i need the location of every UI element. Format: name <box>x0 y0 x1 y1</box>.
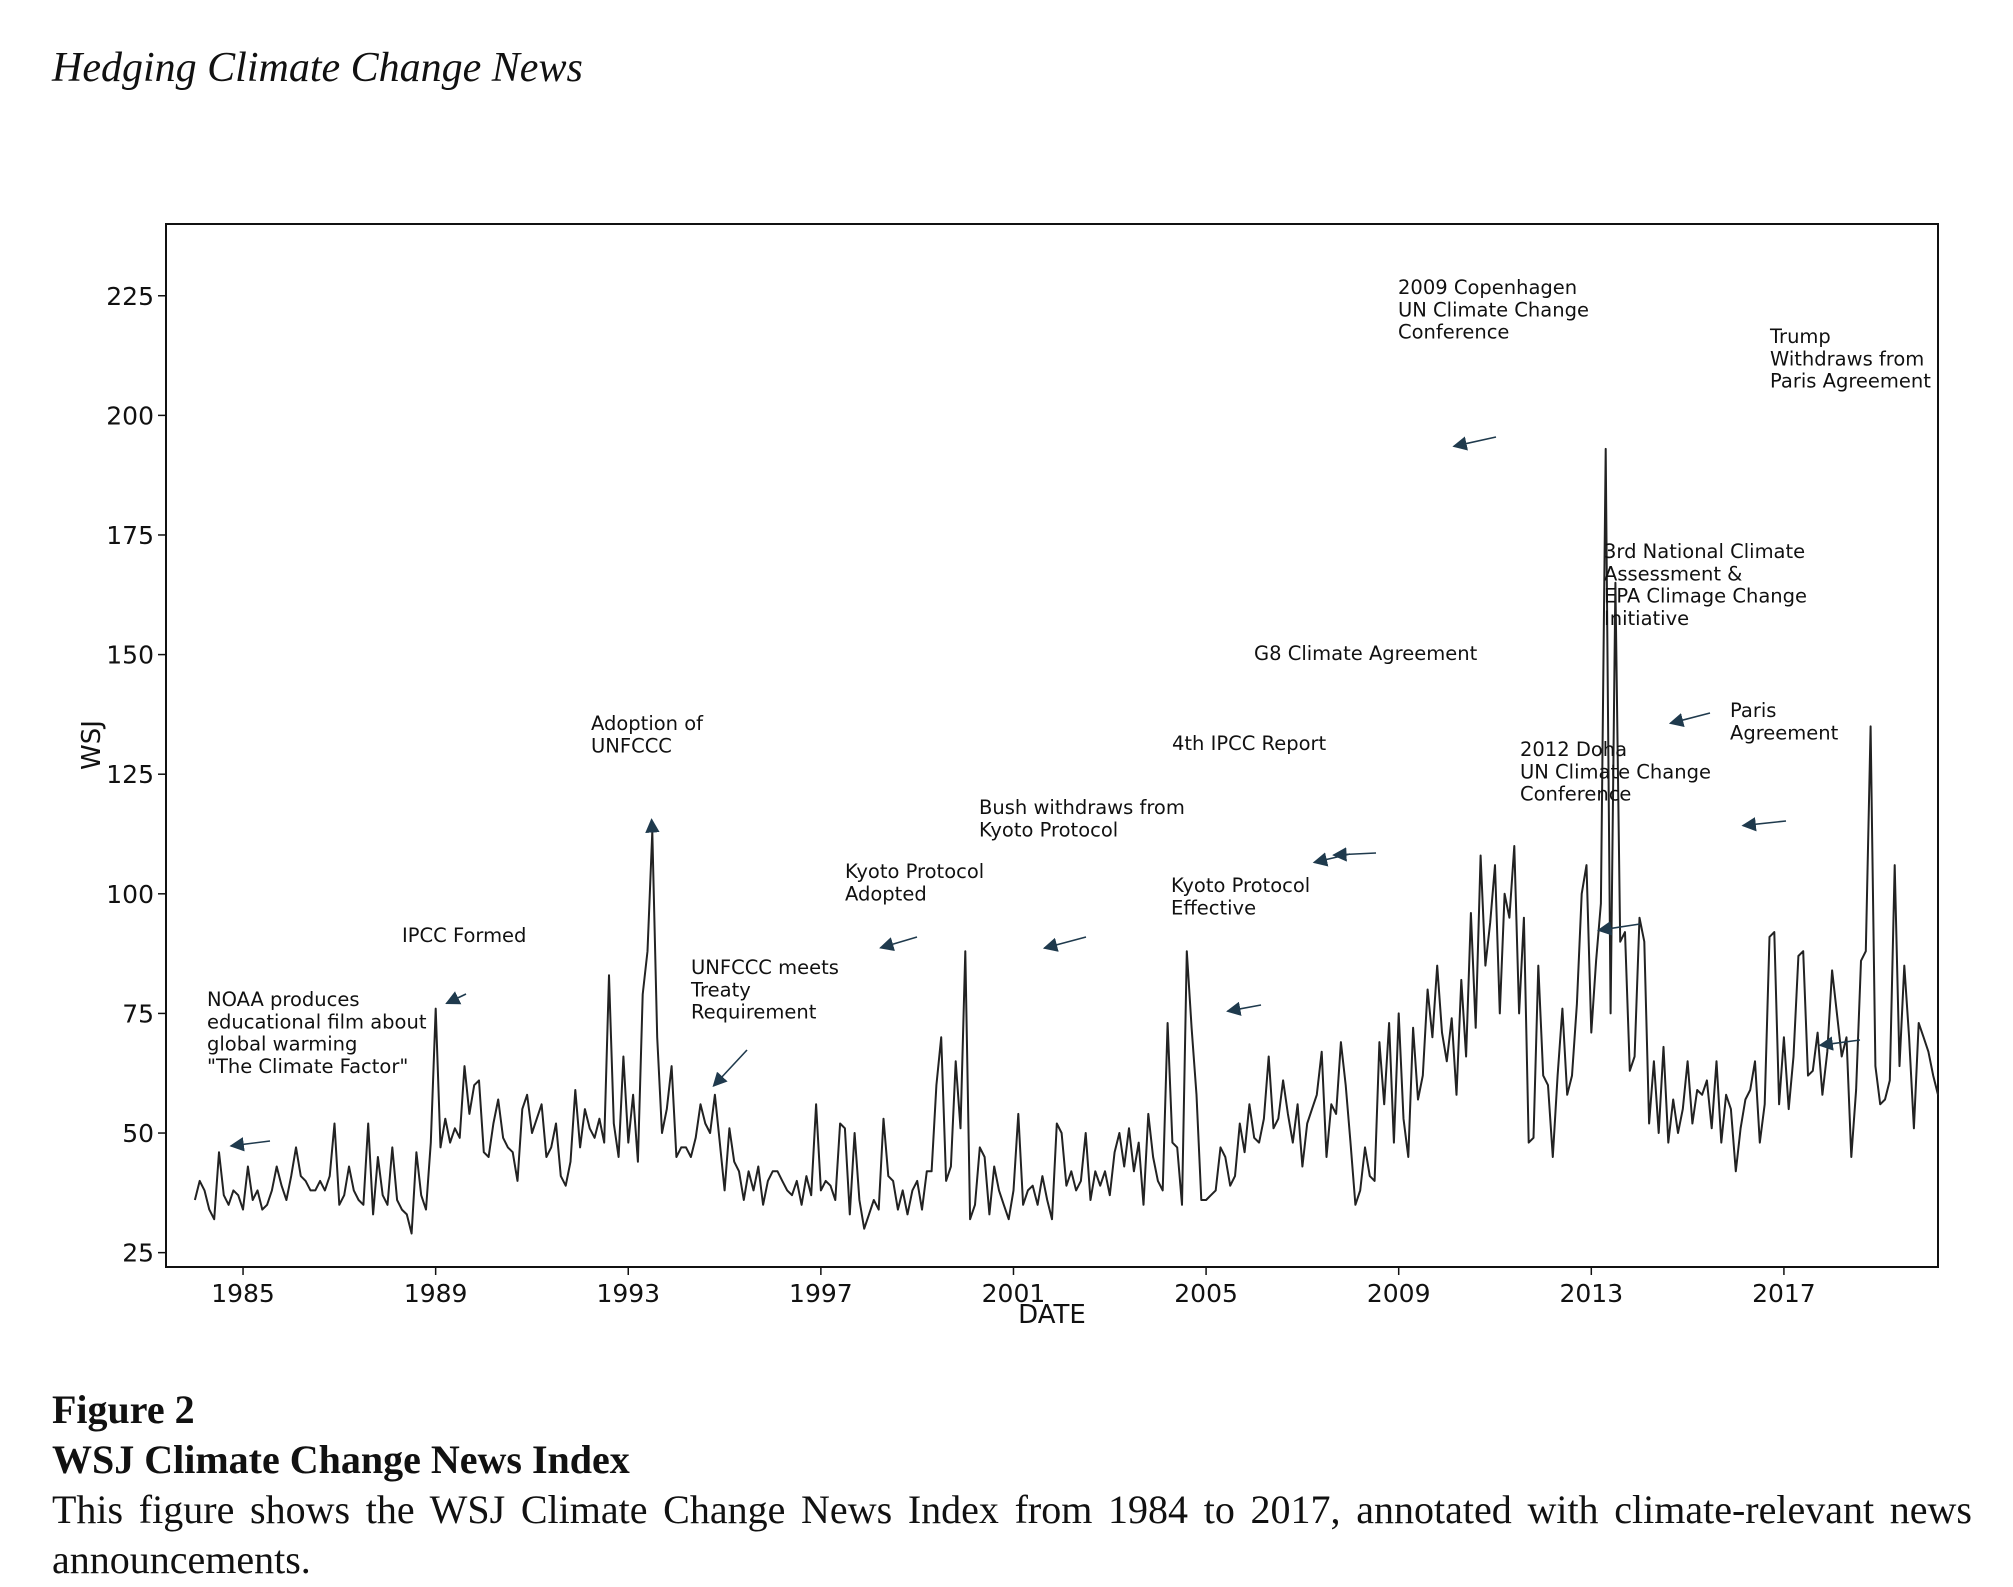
annotation-text: Trump <box>1769 325 1831 348</box>
x-tick-label: 2017 <box>1752 1279 1816 1308</box>
y-tick-label: 200 <box>106 401 154 430</box>
annotation-text: educational film about <box>207 1010 427 1033</box>
y-tick-label: 225 <box>106 282 154 311</box>
annotation-text: EPA Climage Change <box>1604 585 1807 608</box>
annotation-text: Conference <box>1398 321 1509 344</box>
x-axis-label: DATE <box>1018 1300 1086 1330</box>
annotation-arrow <box>445 991 467 1005</box>
annotation: IPCC Formed <box>402 924 526 1005</box>
annotation-text: 3rd National Climate <box>1604 540 1805 563</box>
annotation-text: Assessment & <box>1604 562 1742 585</box>
annotation-text: Conference <box>1520 783 1631 806</box>
annotation-text: UNFCCC <box>591 734 672 757</box>
annotation-text: G8 Climate Agreement <box>1254 642 1478 665</box>
annotation-text: UNFCCC meets <box>691 956 839 979</box>
annotation-text: Adoption of <box>591 712 704 735</box>
y-tick-label: 50 <box>122 1119 154 1148</box>
annotation-arrow <box>1596 921 1641 936</box>
figure-title: WSJ Climate Change News Index <box>52 1437 630 1482</box>
x-tick-label: 2009 <box>1367 1279 1431 1308</box>
annotation-arrow <box>712 1049 748 1088</box>
annotation-arrow <box>1226 1001 1262 1016</box>
series-line-wsj <box>193 447 1939 1235</box>
annotation-arrow <box>1452 436 1497 451</box>
annotation: G8 Climate Agreement <box>1254 642 1478 862</box>
running-header: Hedging Climate Change News <box>52 45 583 91</box>
annotation-text: Requirement <box>691 1001 817 1024</box>
annotation-text: global warming <box>207 1033 357 1056</box>
annotation-text: Treaty <box>690 978 751 1001</box>
annotation-text: Kyoto Protocol <box>1171 874 1310 897</box>
annotation-text: Paris Agreement <box>1770 370 1931 393</box>
annotation-arrow <box>1042 936 1087 952</box>
y-tick-label: 25 <box>122 1239 154 1268</box>
figure-number: Figure 2 <box>52 1387 195 1432</box>
y-tick-label: 125 <box>106 760 154 789</box>
annotation-text: Adopted <box>845 882 927 905</box>
figure-description: This figure shows the WSJ Climate Change… <box>52 1487 1972 1582</box>
annotation-text: Withdraws from <box>1770 347 1924 370</box>
y-tick-label: 150 <box>106 641 154 670</box>
annotation-text: UN Climate Change <box>1398 298 1589 321</box>
y-axis: 25 50 75 100 125 150 175 200 225 <box>106 282 166 1268</box>
x-tick-label: 1997 <box>789 1279 853 1308</box>
annotation-arrow <box>1332 847 1377 862</box>
annotation-arrow <box>1741 817 1787 832</box>
x-axis: 1985 1989 1993 1997 2001 2005 2009 2013 2017 <box>211 1267 1816 1308</box>
annotation-text: 4th IPCC Report <box>1172 732 1327 755</box>
y-tick-label: 175 <box>106 521 154 550</box>
annotation-text: Effective <box>1171 896 1256 919</box>
annotation-text: 2009 Copenhagen <box>1398 276 1577 299</box>
annotation-text: UN Climate Change <box>1520 760 1711 783</box>
annotation-text: Paris <box>1730 699 1776 722</box>
x-tick-label: 2001 <box>982 1279 1046 1308</box>
annotation-text: 2012 Doha <box>1520 738 1627 761</box>
y-tick-label: 75 <box>122 999 154 1028</box>
x-tick-label: 1989 <box>404 1279 468 1308</box>
annotation-text: Kyoto Protocol <box>845 860 984 883</box>
x-tick-label: 2005 <box>1174 1279 1238 1308</box>
x-tick-label: 2013 <box>1559 1279 1623 1308</box>
annotation-text: NOAA produces <box>207 988 360 1011</box>
annotation-text: Initiative <box>1604 607 1689 630</box>
annotation-text: "The Climate Factor" <box>207 1055 408 1078</box>
annotation: 4th IPCC Report <box>1172 732 1351 867</box>
figure-caption: Figure 2 WSJ Climate Change News Index T… <box>52 1385 1972 1585</box>
annotation-text: IPCC Formed <box>402 924 526 947</box>
y-axis-label: WSJ <box>77 720 107 770</box>
annotation-arrow <box>879 936 918 952</box>
x-tick-label: 1993 <box>596 1279 660 1308</box>
x-tick-label: 1985 <box>211 1279 275 1308</box>
plot-frame <box>165 223 1939 1268</box>
wsj-index-chart: 25 50 75 100 125 150 175 200 225 1985 1989 1993 199… <box>77 223 1939 1330</box>
annotation-text: Bush withdraws from <box>979 796 1185 819</box>
y-tick-label: 100 <box>106 880 154 909</box>
annotation-text: Kyoto Protocol <box>979 818 1118 841</box>
annotation-arrow <box>229 1137 271 1152</box>
annotation-arrow <box>1818 1036 1861 1051</box>
annotation-text: Agreement <box>1730 721 1839 744</box>
annotation-arrow <box>1668 712 1711 728</box>
